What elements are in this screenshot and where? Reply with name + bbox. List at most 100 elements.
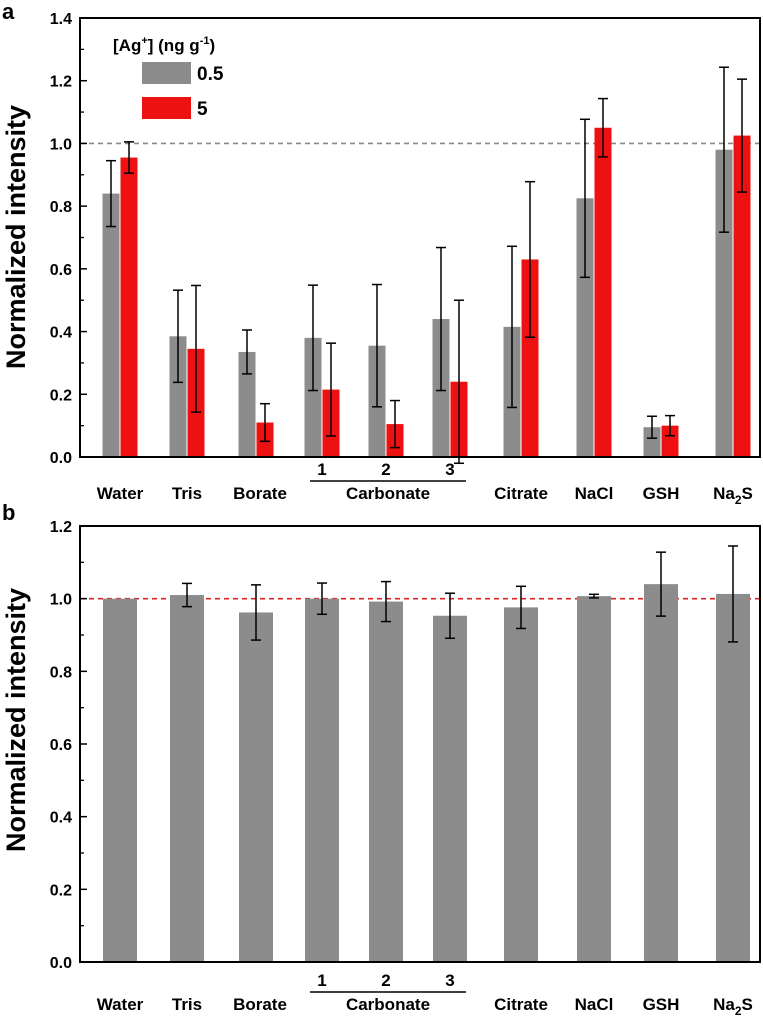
panel-a-error-bar-na2s-0.5	[719, 66, 729, 233]
panel-b-bar-nacl	[577, 596, 611, 962]
panel-a-y-tick-label: 0.4	[50, 325, 72, 342]
panel-a-error-bar-carbonate-3-5	[454, 299, 464, 465]
category-label-carbonate: Carbonate	[346, 484, 430, 503]
panel-a-error-bar-tris-5	[191, 284, 201, 413]
panel-a-y-axis-label: Normalized intensity	[1, 105, 31, 369]
panel-a-bar-nacl-5	[594, 127, 612, 457]
category-label-citrate: Citrate	[494, 995, 548, 1014]
panel-a-bar-na2s-5	[733, 135, 751, 457]
panel-a-bar-gsh-0.5	[643, 427, 661, 457]
panel-b-bar-water	[103, 598, 137, 962]
panel-a-error-bar-borate-5	[260, 402, 270, 443]
category-label-na2s: Na2S	[713, 995, 753, 1018]
category-label-water: Water	[97, 995, 144, 1014]
category-label-tris: Tris	[172, 995, 202, 1014]
panel-a-bar-water-0.5	[102, 193, 120, 457]
panel-a-error-bar-carbonate-2-0.5	[372, 283, 382, 408]
panel-b-error-bar-carbonate-3	[445, 592, 455, 640]
panel-a-category-labels: Water Tris Borate 1 2 3 Carbonate Citrat…	[97, 460, 753, 507]
category-label-carbonate-2: 2	[381, 971, 390, 990]
panel-a-y-tick-label: 0.8	[50, 199, 72, 216]
panel-a-error-bar-citrate-0.5	[507, 245, 517, 409]
panel-a-bar-tris-0.5	[169, 336, 187, 457]
category-label-carbonate: Carbonate	[346, 995, 430, 1014]
panel-a-bar-gsh-5	[661, 425, 679, 457]
panel-b-error-bar-carbonate-1	[317, 582, 327, 616]
panel-a-error-bar-nacl-5	[598, 97, 608, 158]
panel-a-error-bar-water-5	[124, 141, 134, 174]
panel-a-y-tick-label: 1.2	[50, 74, 72, 91]
panel-b-bar-carbonate-2	[369, 601, 403, 962]
panel-a-error-bar-borate-0.5	[242, 329, 252, 375]
category-label-nacl: NaCl	[575, 484, 614, 503]
panel-b-y-tick-label: 0.2	[50, 882, 72, 899]
category-label-nacl: NaCl	[575, 995, 614, 1014]
panel-b-y-tick-label: 0.4	[50, 810, 72, 827]
panel-b-error-bar-borate	[251, 584, 261, 641]
panel-a-bar-borate-0.5	[238, 351, 256, 457]
legend-label-0.5: 0.5	[197, 64, 224, 85]
panel-b-bar-carbonate-1	[305, 598, 339, 962]
panel-a-error-bar-citrate-5	[525, 180, 535, 338]
panel-a-bar-nacl-0.5	[576, 198, 594, 457]
panel-b-y-tick-label: 0.0	[50, 955, 72, 972]
panel-a-y-tick-label: 1.4	[50, 11, 72, 28]
category-label-na2s: Na2S	[713, 484, 753, 507]
panel-b-error-bar-tris	[182, 582, 192, 608]
panel-b-bar-borate	[239, 612, 273, 962]
panel-a-error-bar-carbonate-1-5	[326, 342, 336, 437]
panel-b-plot: 0.0 0.2 0.4 0.6 0.8 1.0 1.2	[50, 519, 761, 972]
panel-b-error-bar-nacl	[589, 593, 599, 599]
category-label-borate: Borate	[233, 484, 287, 503]
category-label-water: Water	[97, 484, 144, 503]
panel-b-error-bar-gsh	[656, 551, 666, 617]
panel-b-letter: b	[2, 500, 15, 525]
legend-swatch-0.5	[142, 62, 191, 84]
category-label-carbonate-3: 3	[445, 971, 454, 990]
legend-label-5: 5	[197, 99, 208, 120]
panel-a-error-bar-gsh-5	[665, 414, 675, 437]
panel-a-bar-citrate-5	[521, 259, 539, 457]
panel-a-y-tick-label: 1.0	[50, 136, 72, 153]
panel-a-letter: a	[2, 0, 15, 24]
panel-b-bar-na2s	[716, 593, 750, 962]
panel-a-y-tick-label: 0.2	[50, 387, 72, 404]
panel-a-error-bar-carbonate-1-0.5	[308, 284, 318, 392]
panel-b-y-tick-label: 0.8	[50, 664, 72, 681]
panel-a-bar-water-5	[120, 157, 138, 457]
panel-b-error-bar-citrate	[516, 585, 526, 630]
panel-a-error-bar-tris-0.5	[173, 289, 183, 384]
panel-a-error-bar-water-0.5	[106, 159, 116, 228]
panel-b-y-tick-label: 1.2	[50, 519, 72, 536]
category-label-tris: Tris	[172, 484, 202, 503]
panel-b-y-tick-label: 0.6	[50, 737, 72, 754]
panel-b-y-tick-label: 1.0	[50, 592, 72, 609]
legend-title: [Ag+] (ng g-1)	[113, 35, 215, 55]
category-label-carbonate-3: 3	[445, 460, 454, 479]
panel-a-error-bar-nacl-0.5	[580, 118, 590, 279]
panel-b-bar-gsh	[644, 584, 678, 962]
panel-a-plot: 0.0 0.2 0.4 0.6 0.8 1.0 1.2 1.4	[50, 11, 761, 467]
category-label-borate: Borate	[233, 995, 287, 1014]
category-label-carbonate-1: 1	[317, 460, 326, 479]
panel-a-error-bar-carbonate-3-0.5	[436, 246, 446, 392]
panel-b-category-labels: Water Tris Borate 1 2 3 Carbonate Citrat…	[97, 971, 753, 1018]
panel-b-bar-carbonate-3	[433, 615, 467, 962]
panel-a-error-bar-carbonate-2-5	[390, 399, 400, 449]
panel-b-error-bar-na2s	[728, 545, 738, 643]
panel-a-y-tick-label: 0.0	[50, 450, 72, 467]
category-label-carbonate-2: 2	[381, 460, 390, 479]
panel-a-y-tick-label: 0.6	[50, 262, 72, 279]
category-label-carbonate-1: 1	[317, 971, 326, 990]
category-label-gsh: GSH	[643, 995, 680, 1014]
panel-a-error-bar-gsh-0.5	[647, 415, 657, 439]
category-label-gsh: GSH	[643, 484, 680, 503]
panel-b-y-axis-label: Normalized intensity	[1, 588, 31, 852]
panel-a-bar-na2s-0.5	[715, 149, 733, 457]
panel-b-bar-citrate	[504, 607, 538, 962]
panel-a-legend: [Ag+] (ng g-1) 0.5 5	[113, 35, 224, 120]
panel-a-error-bar-na2s-5	[737, 78, 747, 193]
panel-a-bar-carbonate-1-0.5	[304, 337, 322, 457]
panel-b-bar-tris	[170, 595, 204, 962]
